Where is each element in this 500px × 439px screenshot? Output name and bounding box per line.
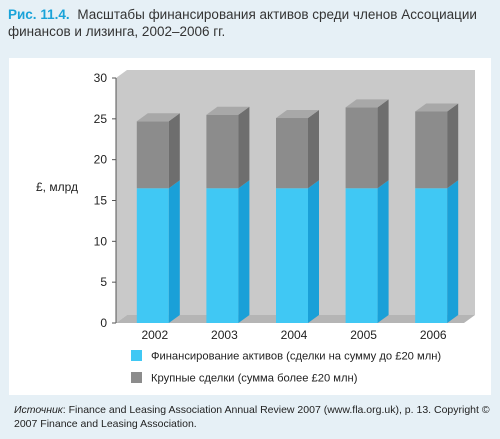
bar-segment — [415, 188, 448, 323]
bar-group — [136, 99, 459, 323]
y-tick-label: 0 — [100, 316, 107, 330]
bar-top — [345, 99, 389, 108]
bar-segment — [206, 188, 239, 323]
y-tick-label: 15 — [94, 194, 108, 208]
bar-segment-side — [238, 106, 250, 189]
bar-segment — [415, 111, 448, 189]
bar-segment — [345, 188, 378, 323]
chart-panel: 0 5 10 15 20 25 30 2002 2003 2004 2005 2006 Финанс… — [9, 58, 491, 395]
figure-caption: Рис. 11.4. Масштабы финансирования актив… — [8, 6, 496, 40]
y-tick-label: 25 — [94, 112, 108, 126]
bar-stack — [136, 113, 180, 323]
bar-segment — [136, 121, 169, 189]
bar-top — [276, 110, 319, 119]
y-tick-label: 10 — [94, 234, 108, 248]
bar-top — [415, 103, 459, 112]
x-axis: 2002 2003 2004 2005 2006 — [141, 328, 446, 342]
bar-segment — [276, 188, 308, 323]
bar-segment — [206, 114, 239, 189]
bar-top — [206, 106, 250, 115]
bar-stack — [276, 110, 319, 323]
bar-segment-side — [377, 99, 389, 189]
bar-stack — [415, 103, 459, 323]
bar-segment-side — [377, 180, 389, 323]
bar-segment-side — [168, 180, 180, 323]
bar-segment-side — [447, 180, 459, 323]
source-note: Источник: Finance and Leasing Associatio… — [14, 403, 490, 431]
y-axis: 0 5 10 15 20 25 30 — [94, 71, 117, 330]
legend-swatch — [131, 350, 142, 361]
source-text: : Finance and Leasing Association Annual… — [14, 404, 490, 430]
bar-segment — [345, 107, 378, 189]
x-tick-label: 2003 — [211, 328, 238, 342]
bar-stack — [206, 106, 250, 323]
bar-segment-side — [308, 110, 319, 189]
bar-top — [136, 113, 180, 122]
bar-segment — [136, 188, 169, 323]
y-axis-label: £, млрд — [36, 180, 78, 194]
side-wall — [116, 70, 127, 323]
source-label: Источник — [14, 404, 63, 416]
figure-label: Рис. 11.4. — [8, 7, 70, 22]
bar-segment-side — [168, 113, 180, 189]
bar-stack — [345, 99, 389, 323]
y-tick-label: 30 — [94, 71, 108, 85]
x-tick-label: 2004 — [281, 328, 308, 342]
bar-segment-side — [308, 180, 319, 323]
bar-segment-side — [238, 180, 250, 323]
legend-label: Крупные сделки (сумма более £20 млн) — [151, 373, 358, 385]
bar-chart: 0 5 10 15 20 25 30 2002 2003 2004 2005 2006 Финанс… — [36, 70, 475, 385]
bar-segment-side — [447, 103, 459, 189]
x-tick-label: 2002 — [141, 328, 168, 342]
legend-label: Финансирование активов (сделки на сумму … — [151, 351, 441, 363]
y-tick-label: 5 — [100, 275, 107, 289]
figure-title: Масштабы финансирования активов среди чл… — [8, 7, 477, 39]
x-tick-label: 2005 — [350, 328, 377, 342]
bar-segment — [276, 118, 308, 189]
y-tick-label: 20 — [94, 153, 108, 167]
legend-swatch — [131, 372, 142, 383]
x-tick-label: 2006 — [420, 328, 447, 342]
legend: Финансирование активов (сделки на сумму … — [131, 350, 441, 385]
